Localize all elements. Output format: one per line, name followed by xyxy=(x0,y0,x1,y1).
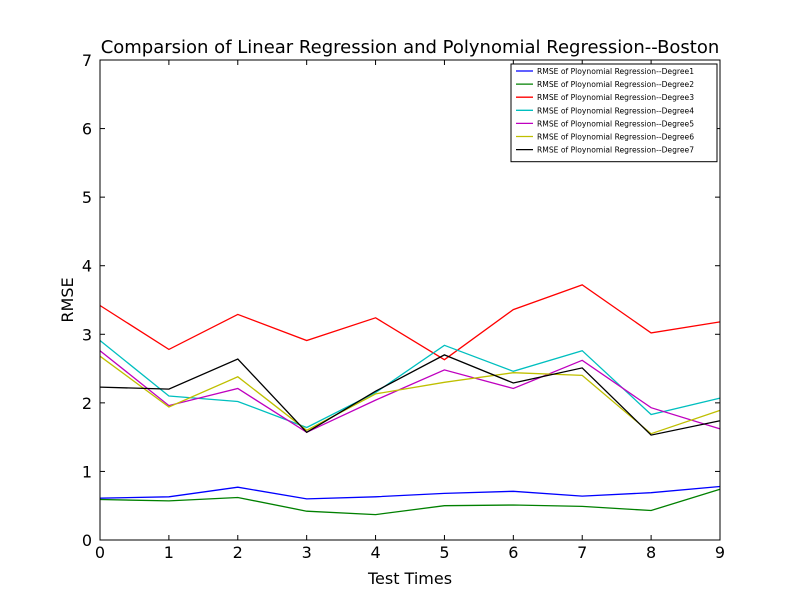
series-line-degree2 xyxy=(99,488,721,516)
legend: RMSE of Ploynomial Regression--Degree1 RM… xyxy=(510,63,718,163)
series-line-degree5 xyxy=(99,350,721,434)
series-line-degree3 xyxy=(99,284,721,361)
series-line-degree1 xyxy=(99,485,721,500)
x-tick-label: 4 xyxy=(370,543,380,562)
x-tick-label: 9 xyxy=(715,543,725,562)
y-axis-label: RMSE xyxy=(58,277,77,322)
legend-label-degree5: RMSE of Ploynomial Regression--Degree5 xyxy=(537,119,694,128)
series-line-degree4 xyxy=(99,339,721,429)
series-line-degree6 xyxy=(99,355,721,435)
x-tick-label: 3 xyxy=(302,543,312,562)
legend-label-degree3: RMSE of Ploynomial Regression--Degree3 xyxy=(537,93,694,102)
x-tick-label: 0 xyxy=(95,543,105,562)
series-layer xyxy=(99,284,721,516)
x-tick-label: 6 xyxy=(508,543,518,562)
y-tick-label: 3 xyxy=(82,325,92,344)
x-tick-label: 2 xyxy=(233,543,243,562)
legend-label-degree7: RMSE of Ploynomial Regression--Degree7 xyxy=(537,146,694,155)
x-tick-label: 5 xyxy=(439,543,449,562)
legend-label-degree6: RMSE of Ploynomial Regression--Degree6 xyxy=(537,133,694,142)
x-tick-label: 8 xyxy=(646,543,656,562)
y-tick-label: 7 xyxy=(82,51,92,70)
y-tick-label: 4 xyxy=(82,257,92,276)
y-tick-label: 5 xyxy=(82,188,92,207)
y-tick-label: 2 xyxy=(82,394,92,413)
plot-frame xyxy=(99,59,721,541)
x-tick-label: 7 xyxy=(577,543,587,562)
y-tick-label: 6 xyxy=(82,120,92,139)
x-tick-label: 1 xyxy=(164,543,174,562)
x-axis-label: Test Times xyxy=(367,569,452,588)
axes-layer: 0 1 2 3 4 5 6 7 8 9 0 1 2 3 4 5 6 7 xyxy=(82,51,725,562)
legend-box xyxy=(510,63,718,163)
y-tick-label: 1 xyxy=(82,462,92,481)
y-tick-label: 0 xyxy=(82,531,92,550)
legend-label-degree2: RMSE of Ploynomial Regression--Degree2 xyxy=(537,80,694,89)
chart-title: Comparsion of Linear Regression and Poly… xyxy=(101,37,720,58)
series-line-degree7 xyxy=(99,354,721,436)
legend-label-degree4: RMSE of Ploynomial Regression--Degree4 xyxy=(537,106,694,115)
legend-label-degree1: RMSE of Ploynomial Regression--Degree1 xyxy=(537,67,694,76)
